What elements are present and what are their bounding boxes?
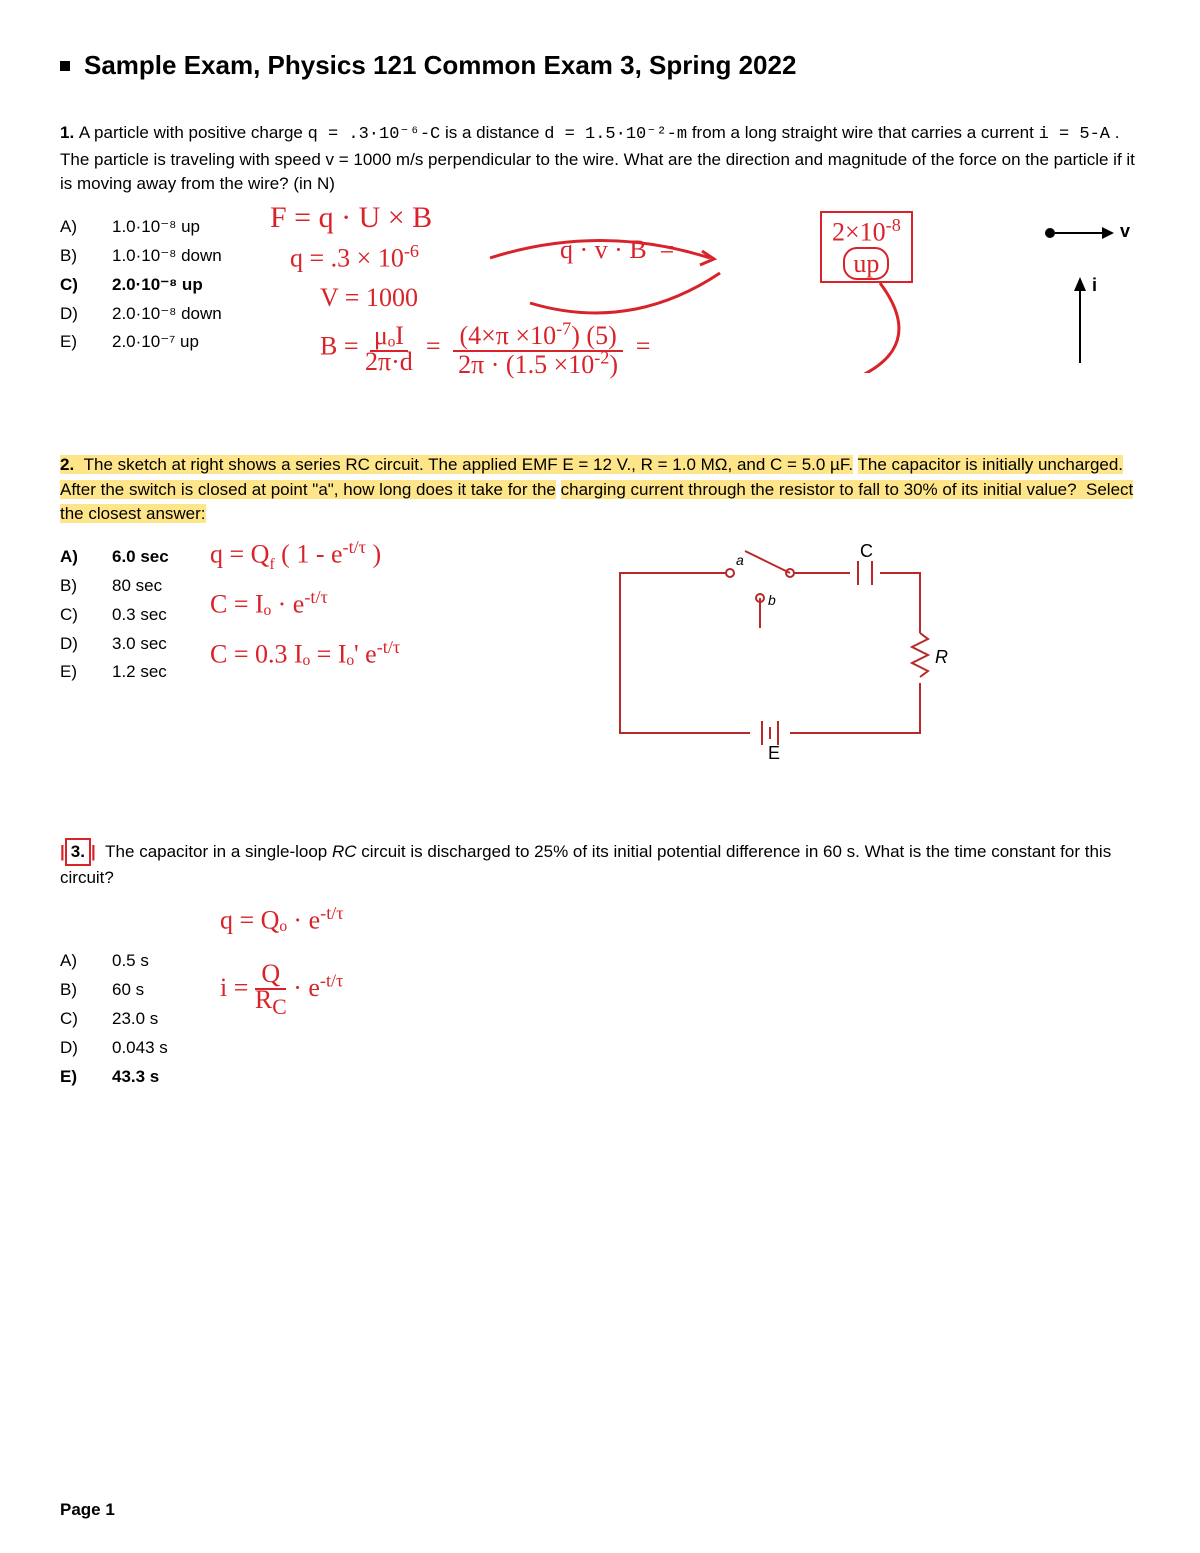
hw-q1-3: V = 1000 bbox=[320, 283, 418, 313]
svg-text:i: i bbox=[1092, 275, 1097, 295]
hw-q1-5: q · v · B = bbox=[560, 235, 674, 265]
q2-choice-e: E)1.2 sec bbox=[60, 658, 210, 687]
circuit-c-label: C bbox=[860, 543, 873, 561]
hw-q2-3: C = 0.3 Iₒ = Iₒ' e-t/τ bbox=[210, 637, 400, 670]
hw-q2-1: q = Qf ( 1 - e-t/τ ) bbox=[210, 537, 381, 574]
q1-choice-c: C)2.0·10⁻⁸ up bbox=[60, 271, 260, 300]
q3-number: 3. bbox=[65, 838, 91, 867]
circuit-r-label: R bbox=[935, 647, 948, 667]
q2-choice-a: A)6.0 sec bbox=[60, 543, 210, 572]
q2-choice-d: D)3.0 sec bbox=[60, 630, 210, 659]
q3-choice-d: D)0.043 s bbox=[60, 1034, 220, 1063]
page-title: Sample Exam, Physics 121 Common Exam 3, … bbox=[84, 50, 796, 81]
circuit-b-label: b bbox=[768, 592, 776, 608]
hw-q1-2: q = .3 × 10-6 bbox=[290, 241, 419, 274]
q2-number: 2. bbox=[60, 455, 74, 474]
q3-choice-e: E)43.3 s bbox=[60, 1063, 220, 1092]
q2-choice-c: C)0.3 sec bbox=[60, 601, 210, 630]
q1-choices: A)1.0·10⁻⁸ up B)1.0·10⁻⁸ down C)2.0·10⁻⁸… bbox=[60, 213, 260, 423]
q1-p3: from a long straight wire that carries a… bbox=[692, 123, 1039, 142]
hw-q3-2: i = QRC · e-t/τ bbox=[220, 961, 343, 1019]
q3-choices: A)0.5 s B)60 s C)23.0 s D)0.043 s E)43.3… bbox=[60, 947, 220, 1091]
hw-q1-1: F = q · U × B bbox=[270, 201, 432, 235]
q1-diagram: v i bbox=[1020, 213, 1140, 423]
circuit-a-label: a bbox=[736, 552, 744, 568]
q2-choices: A)6.0 sec B)80 sec C)0.3 sec D)3.0 sec E… bbox=[60, 543, 210, 778]
circuit-e-label: E bbox=[768, 743, 780, 763]
title-row: Sample Exam, Physics 121 Common Exam 3, … bbox=[60, 50, 1140, 81]
hw-q3-1: q = Qₒ · e-t/τ bbox=[220, 903, 344, 936]
q1-d: d = 1.5·10⁻²-m bbox=[544, 125, 687, 144]
q3-choice-b: B)60 s bbox=[60, 976, 220, 1005]
q1-choice-b: B)1.0·10⁻⁸ down bbox=[60, 242, 260, 271]
q3-choice-a: A)0.5 s bbox=[60, 947, 220, 976]
svg-text:v: v bbox=[1120, 221, 1130, 241]
q2-choice-b: B)80 sec bbox=[60, 572, 210, 601]
q1-choice-d: D)2.0·10⁻⁸ down bbox=[60, 300, 260, 329]
q1-i: i = 5-A bbox=[1039, 125, 1110, 144]
q1-text: 1. A particle with positive charge q = .… bbox=[60, 121, 1140, 197]
q1-choice-a: A)1.0·10⁻⁸ up bbox=[60, 213, 260, 242]
title-bullet bbox=[60, 61, 70, 71]
exam-page: Sample Exam, Physics 121 Common Exam 3, … bbox=[0, 0, 1200, 1550]
hw-q2-2: C = Iₒ · e-t/τ bbox=[210, 587, 328, 620]
question-1: 1. A particle with positive charge q = .… bbox=[60, 121, 1140, 423]
q3-choice-c: C)23.0 s bbox=[60, 1005, 220, 1034]
q1-p2: is a distance bbox=[445, 123, 544, 142]
question-3: |3.| The capacitor in a single-loop RC c… bbox=[60, 838, 1140, 1092]
q1-choice-e: E)2.0·10⁻⁷ up bbox=[60, 328, 260, 357]
q3-text: |3.| The capacitor in a single-loop RC c… bbox=[60, 838, 1140, 891]
q1-q: q = .3·10⁻⁶-C bbox=[308, 125, 441, 144]
q1-number: 1. bbox=[60, 123, 79, 142]
q2-circuit: C R E a b bbox=[590, 543, 1140, 778]
q1-p1: A particle with positive charge bbox=[79, 123, 308, 142]
hw-q1-arrow2 bbox=[800, 273, 940, 373]
question-2: 2. The sketch at right shows a series RC… bbox=[60, 453, 1140, 778]
page-footer: Page 1 bbox=[60, 1500, 115, 1520]
q2-text: 2. The sketch at right shows a series RC… bbox=[60, 453, 1140, 527]
